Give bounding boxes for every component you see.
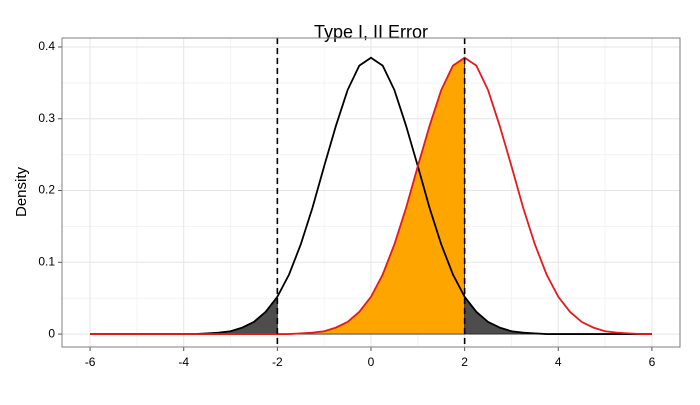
y-tick-label: 0 (48, 326, 55, 340)
panel-border (61, 37, 681, 348)
x-tick-label: -6 (85, 355, 96, 369)
y-tick-label: 0.3 (38, 111, 55, 125)
line (90, 56, 652, 335)
x-tick-label: -2 (272, 355, 283, 369)
x-tick-label: 0 (368, 355, 375, 369)
y-axis-label: Density (13, 166, 30, 217)
y-tick-label: 0.4 (38, 39, 55, 53)
y-tick-label: 0.2 (38, 183, 55, 197)
chart-title: Type I, II Error (314, 22, 428, 42)
x-tick-label: -4 (178, 355, 189, 369)
y-tick-label: 0.1 (38, 254, 55, 268)
x-tick-label: 2 (461, 355, 468, 369)
x-tick-label: 6 (649, 355, 656, 369)
x-tick-label: 4 (555, 355, 562, 369)
